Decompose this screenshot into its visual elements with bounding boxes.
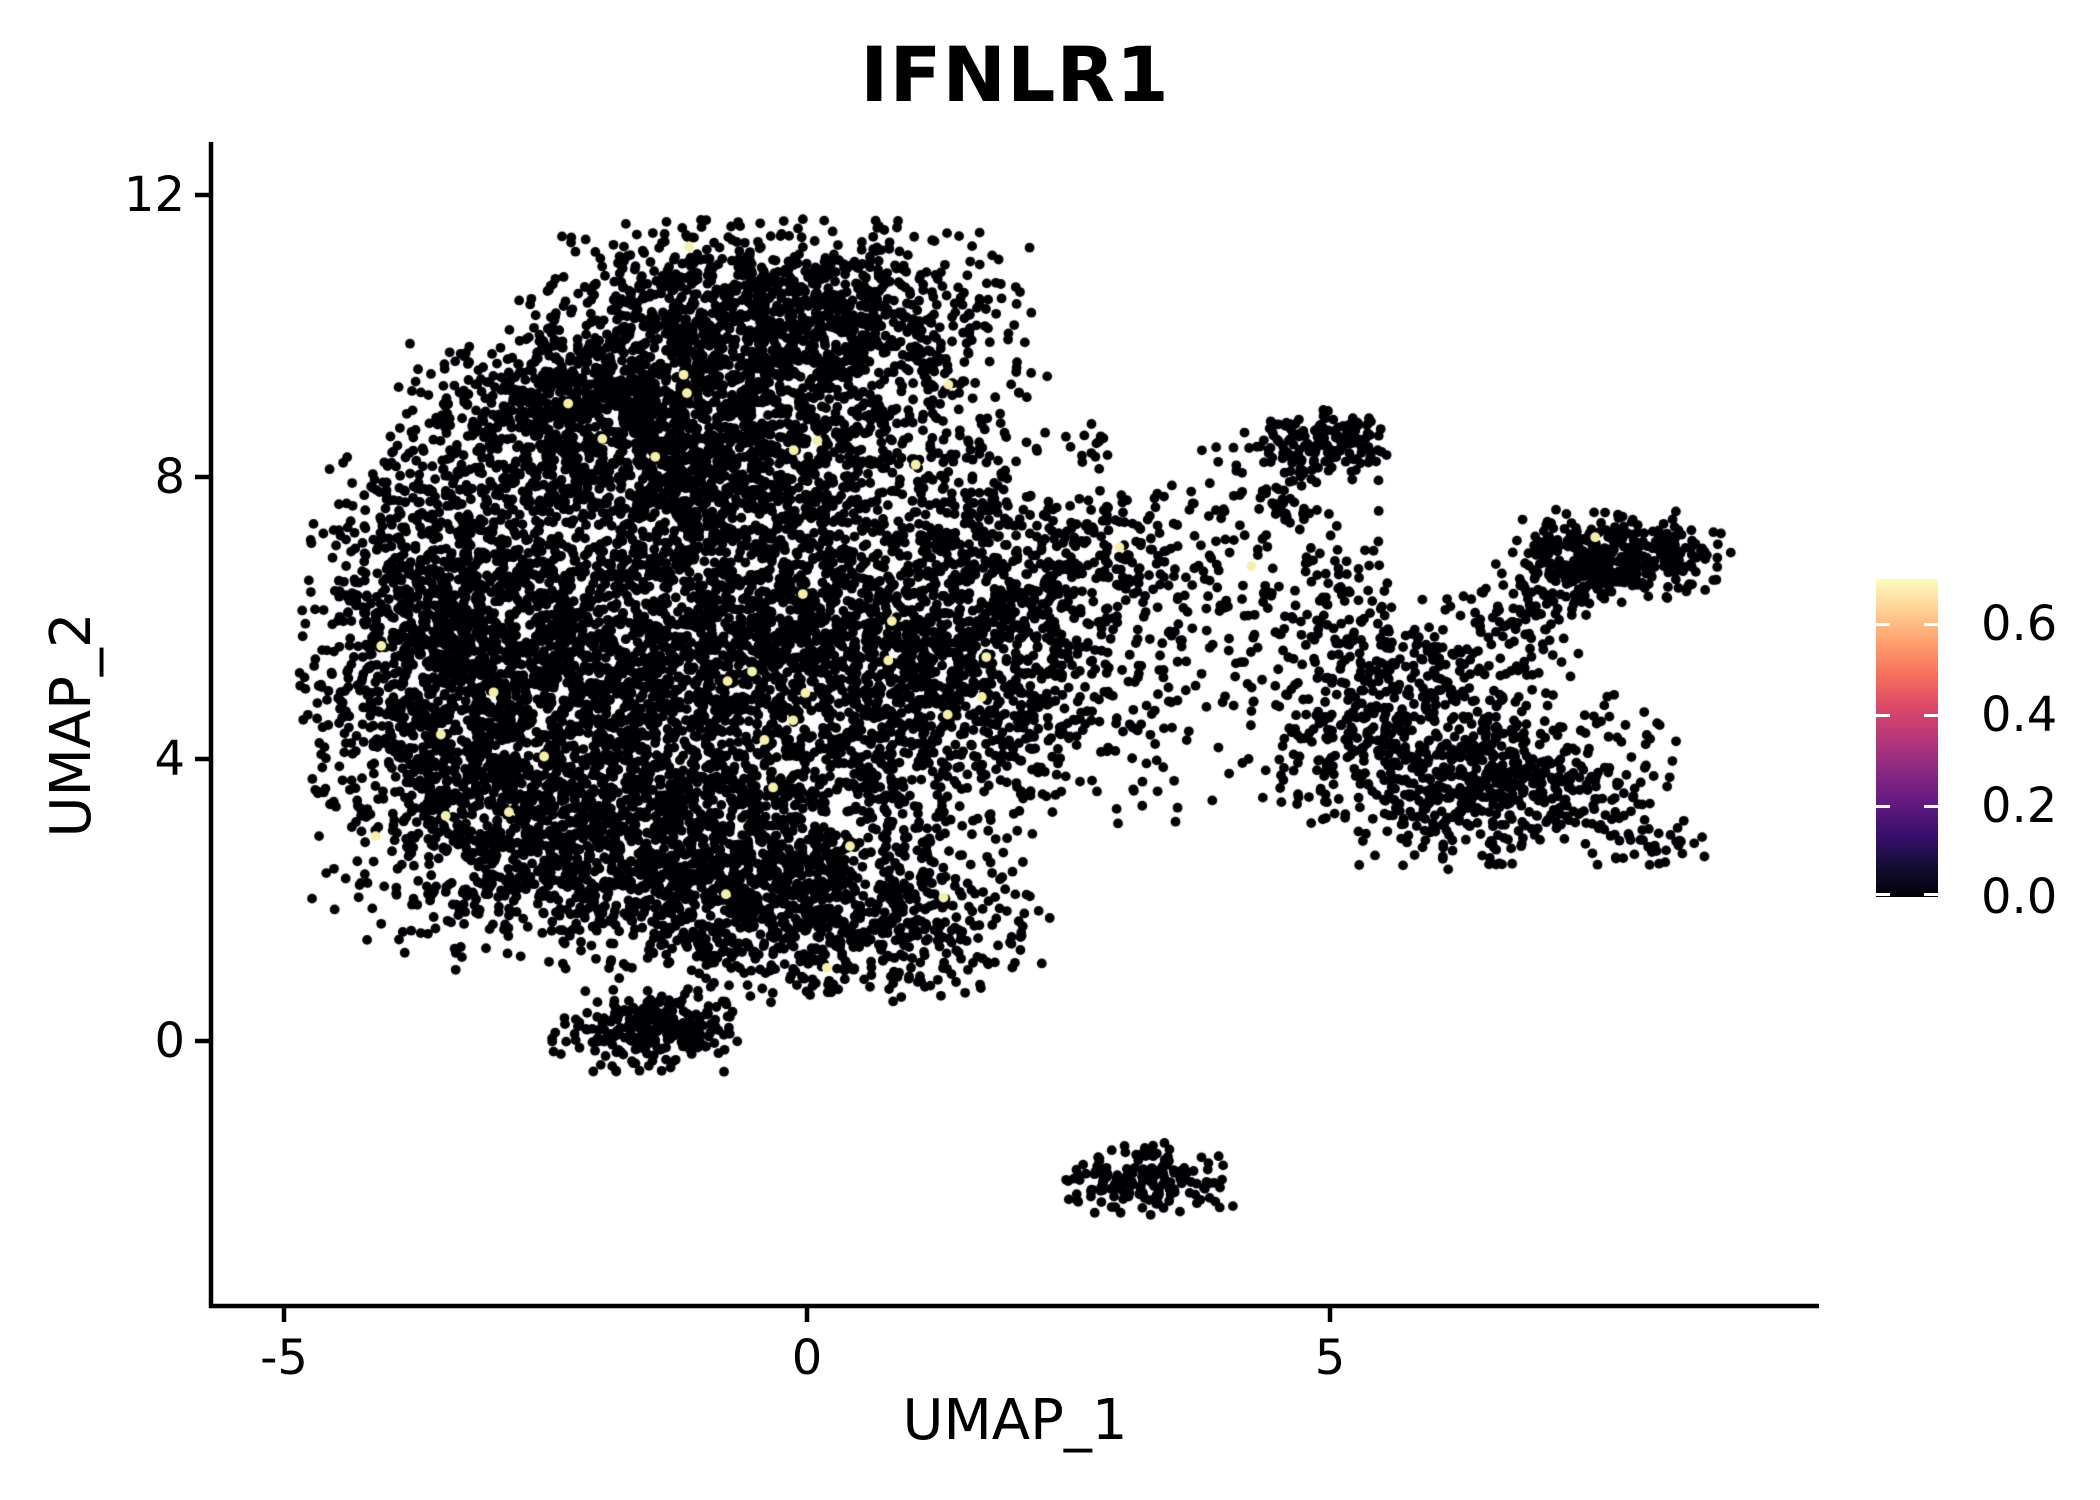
plot-title: IFNLR1 — [860, 30, 1170, 119]
colorbar-tick-0.0-left — [1876, 893, 1890, 896]
colorbar-label-0.2: 0.2 — [1981, 778, 2058, 834]
x-axis-title: UMAP_1 — [902, 1388, 1128, 1453]
y-tick-label-0: 0 — [154, 1013, 185, 1069]
colorbar-label-0.6: 0.6 — [1981, 596, 2058, 652]
colorbar-tick-0.6-left — [1876, 623, 1890, 626]
y-tick-label-8: 8 — [154, 449, 185, 505]
colorbar-tick-0.4-right — [1924, 714, 1938, 717]
x-tick-label-neg5: -5 — [260, 1330, 308, 1386]
colorbar-tick-0.2-right — [1924, 805, 1938, 808]
colorbar-label-0.0: 0.0 — [1981, 869, 2058, 925]
colorbar-label-0.4: 0.4 — [1981, 687, 2058, 743]
y-tick-label-12: 12 — [123, 167, 185, 223]
colorbar-tick-0.4-left — [1876, 714, 1890, 717]
colorbar-tick-0.0-right — [1924, 893, 1938, 896]
colorbar-gradient — [1876, 579, 1938, 897]
colorbar-tick-0.6-right — [1924, 623, 1938, 626]
x-tick-label-5: 5 — [1314, 1330, 1346, 1386]
y-tick-label-4: 4 — [154, 731, 185, 787]
x-tick-label-0: 0 — [791, 1330, 823, 1386]
colorbar-tick-0.2-left — [1876, 805, 1890, 808]
y-axis-title: UMAP_2 — [39, 612, 104, 838]
